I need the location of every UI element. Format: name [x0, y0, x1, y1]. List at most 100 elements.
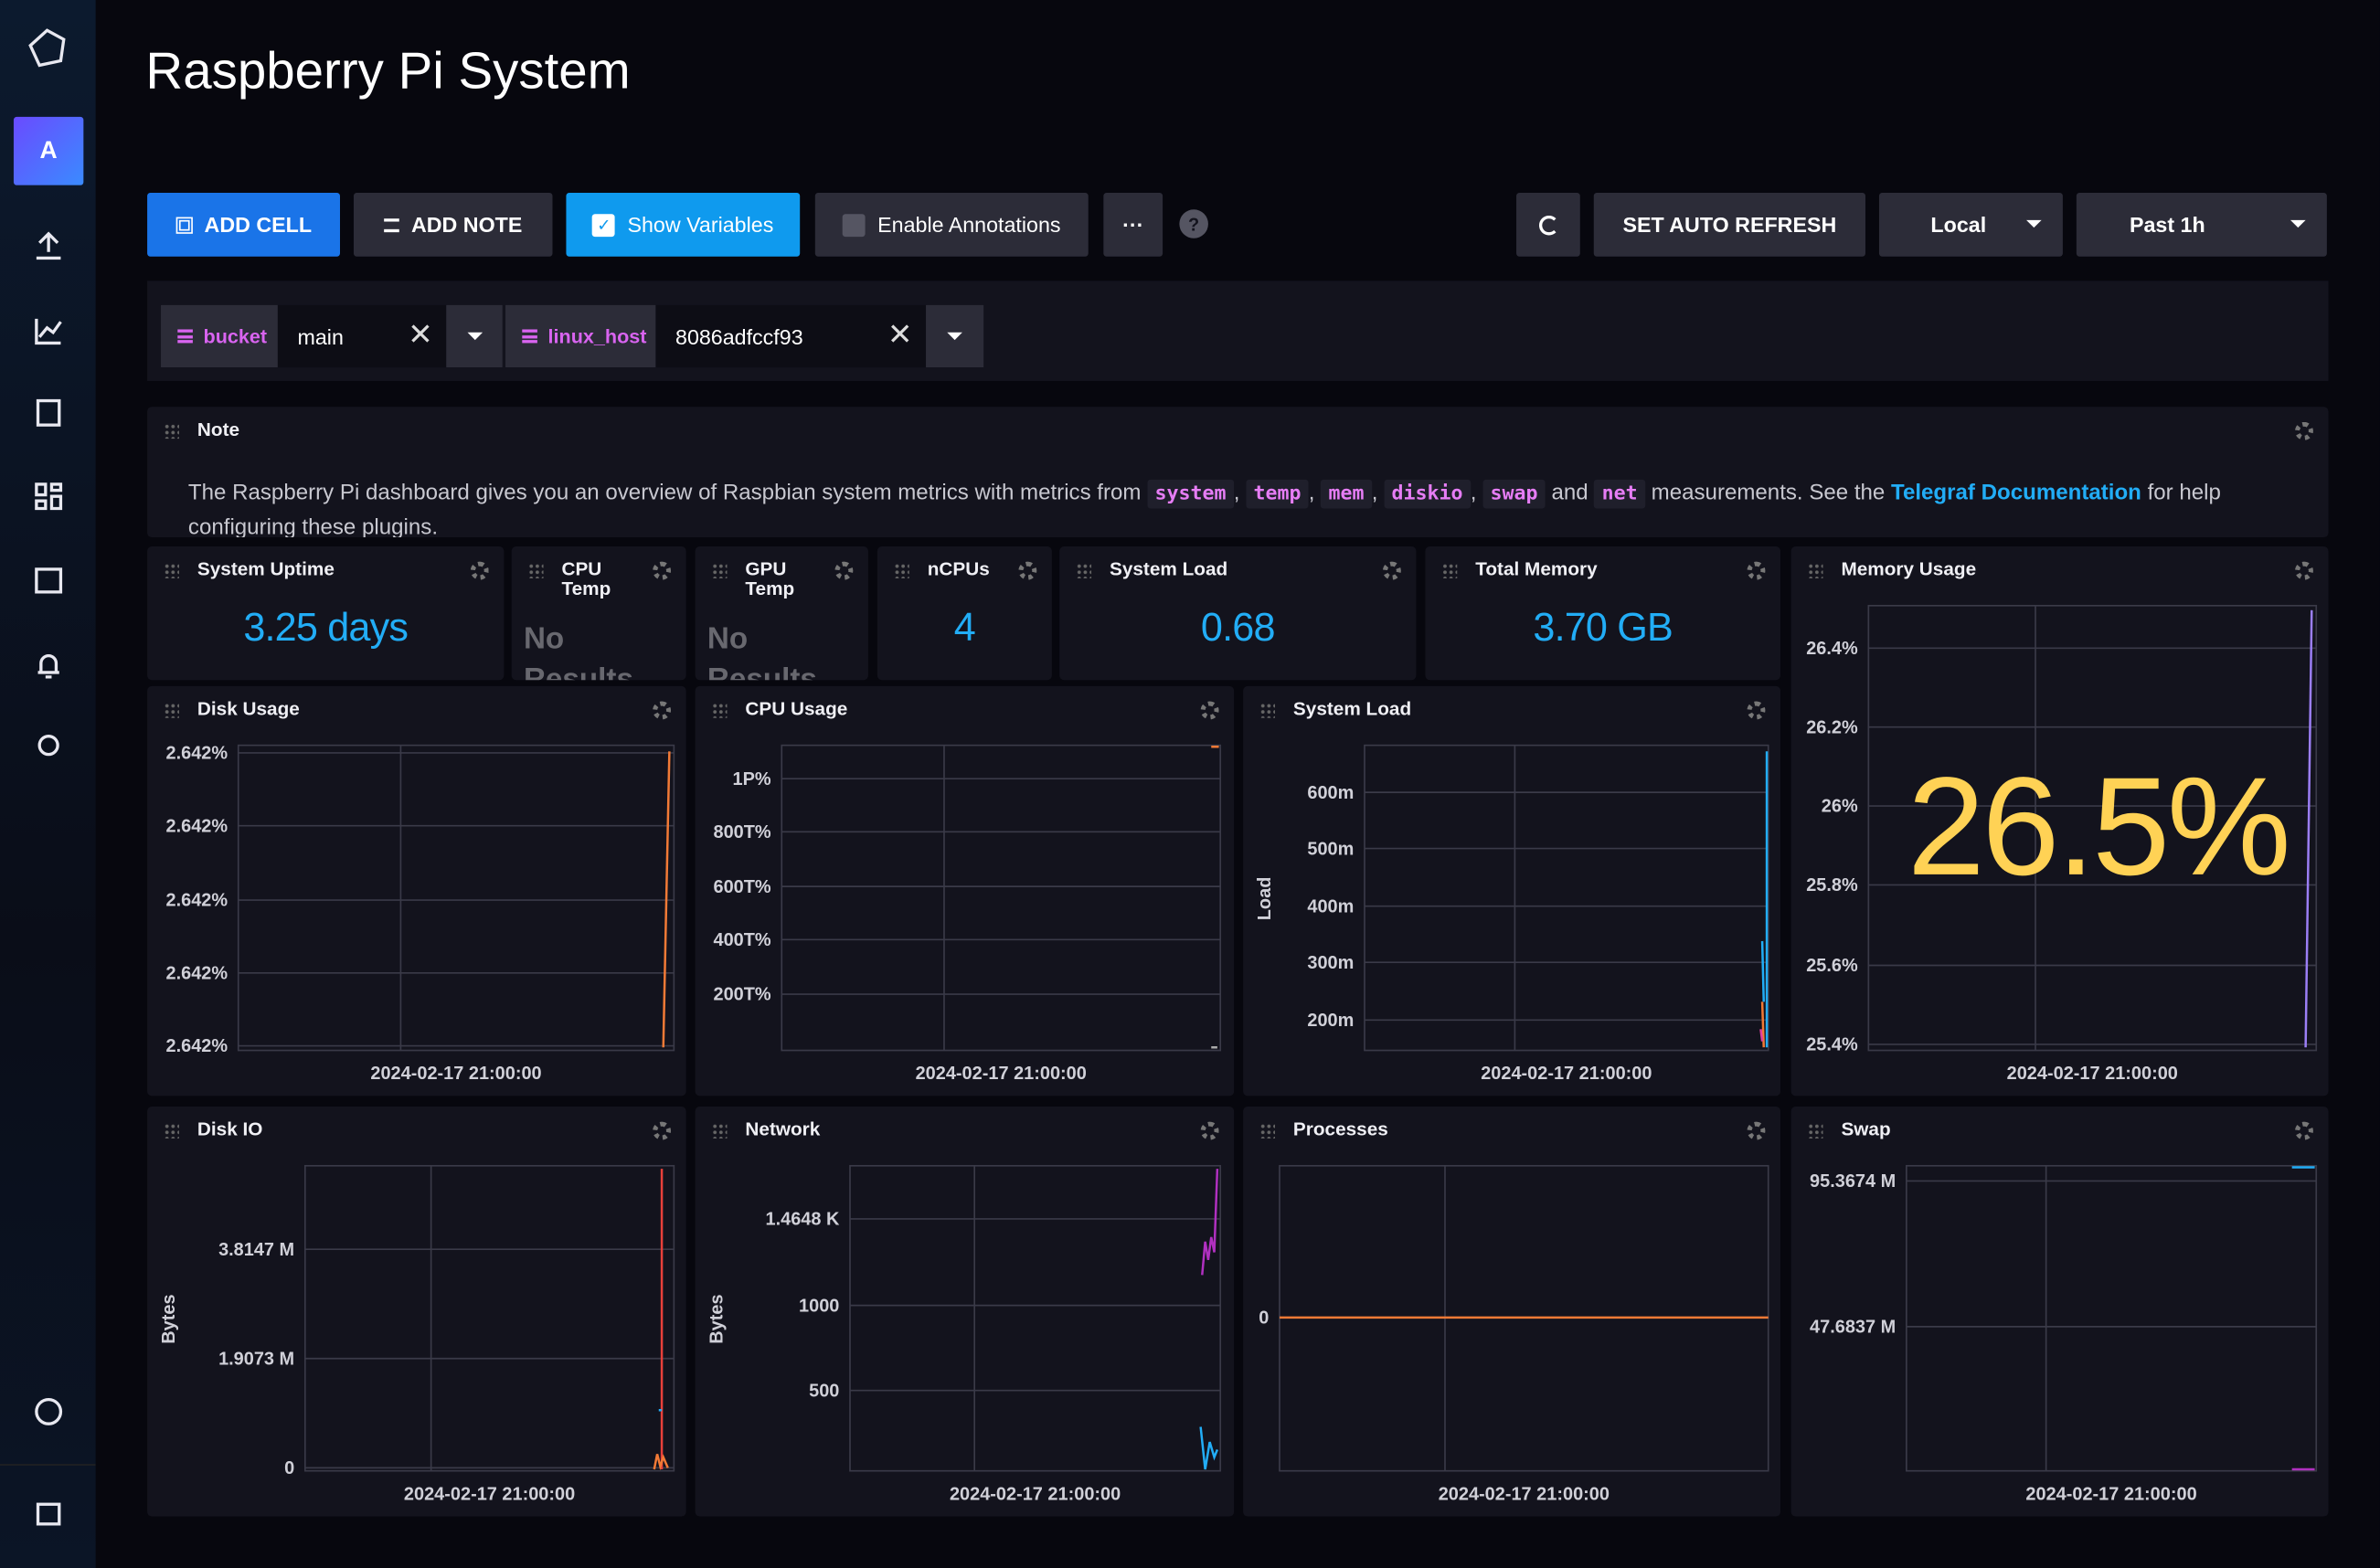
drag-handle — [1259, 703, 1275, 718]
y-tick-label: 2.642% — [165, 1034, 228, 1057]
y-axis-label: Bytes — [706, 1293, 728, 1343]
cell-settings[interactable] — [2294, 1121, 2313, 1140]
y-tick-label: 300m — [1307, 951, 1355, 973]
cell-settings[interactable] — [1018, 561, 1037, 580]
button-label: Local — [1930, 212, 1987, 238]
measurement-code: swap — [1482, 479, 1546, 509]
plot — [1867, 604, 2318, 1052]
drag-handle — [711, 703, 728, 718]
cell-title: Processes — [1292, 1118, 1388, 1140]
y-tick-label: 1000 — [799, 1294, 840, 1317]
x-tick-label: 2024-02-17 21:00:00 — [1481, 1062, 1652, 1085]
x-tick-label: 2024-02-17 21:00:00 — [1438, 1482, 1610, 1505]
checkbox[interactable]: ✓ — [592, 213, 616, 237]
x-tick-label: 2024-02-17 21:00:00 — [949, 1482, 1121, 1505]
variable-dropdown[interactable] — [926, 304, 984, 368]
toolbar-button[interactable]: ··· — [1103, 192, 1163, 257]
org-avatar[interactable]: A — [13, 116, 84, 185]
variable-handle — [177, 329, 193, 344]
cell-title: Note — [197, 418, 240, 440]
cell-settings[interactable] — [1200, 1121, 1219, 1140]
cell-title: Disk Usage — [197, 698, 300, 720]
button-label: ADD NOTE — [410, 212, 523, 238]
stat-cell: nCPUs 4 — [877, 546, 1052, 681]
cell-settings[interactable] — [470, 561, 489, 580]
note-cell: Note The Raspberry Pi dashboard gives you… — [147, 407, 2329, 538]
y-tick-label: 400m — [1307, 895, 1355, 917]
measurement-code: mem — [1321, 479, 1372, 509]
cell-settings[interactable] — [653, 701, 672, 720]
drag-handle — [711, 563, 728, 578]
variable-value[interactable]: 8086adfccf93 — [655, 304, 927, 368]
alerts-icon[interactable] — [37, 654, 59, 679]
dashboards-icon[interactable] — [35, 482, 63, 511]
drag-handle — [1807, 1123, 1823, 1139]
explore-icon[interactable] — [35, 318, 62, 345]
series-line — [1199, 1426, 1219, 1470]
variable-dropdown[interactable] — [446, 304, 503, 368]
cell-settings[interactable] — [1747, 561, 1766, 580]
sidebar: A — [0, 0, 96, 1568]
note-text-part: The Raspberry Pi dashboard gives you an … — [187, 481, 1142, 506]
y-tick-label: 26.4% — [1806, 637, 1858, 659]
stat-cell: CPU Temp No Results — [511, 546, 686, 681]
cell-settings[interactable] — [1200, 701, 1219, 720]
x-tick-label: 2024-02-17 21:00:00 — [370, 1062, 542, 1085]
cell-settings[interactable] — [1382, 561, 1401, 580]
upload-icon[interactable] — [36, 231, 61, 260]
cell-settings[interactable] — [653, 561, 672, 580]
y-tick-label: 500m — [1307, 837, 1355, 860]
cell-title: Memory Usage — [1841, 558, 1977, 580]
help-button[interactable]: ? — [1179, 209, 1208, 238]
y-tick-label: 0 — [1259, 1307, 1270, 1329]
graph-cell: Network 1.4648 K 1000 500 2024-02-17 21:00:0… — [695, 1107, 1235, 1517]
cell-settings[interactable] — [1747, 701, 1766, 720]
drag-handle — [164, 423, 179, 440]
books-icon[interactable] — [36, 398, 61, 427]
x-tick-label: 2024-02-17 21:00:00 — [2006, 1062, 2178, 1085]
clear-button[interactable]: ✕ — [887, 318, 913, 353]
y-tick-label: 200T% — [713, 983, 771, 1005]
toolbar-button[interactable]: ✓ Show Variables — [566, 192, 801, 257]
plot — [237, 744, 675, 1052]
drag-handle — [894, 563, 909, 578]
toolbar-button[interactable]: ADD NOTE — [353, 192, 553, 257]
plot — [1364, 744, 1769, 1052]
checkbox[interactable] — [842, 213, 866, 237]
collapse-icon[interactable] — [36, 1502, 61, 1526]
tasks-icon[interactable] — [35, 567, 63, 594]
docs-link[interactable]: Telegraf Documentation — [1891, 481, 2141, 506]
variable-handle — [522, 335, 537, 339]
clear-button[interactable]: ✕ — [408, 318, 433, 353]
refresh-button[interactable] — [1516, 192, 1580, 257]
note-text-part: and — [1551, 481, 1588, 506]
toolbar-button[interactable]: Enable Annotations — [814, 192, 1089, 257]
stat-cell: Total Memory 3.70 GB — [1425, 546, 1781, 681]
toolbar-button[interactable]: ADD CELL — [147, 192, 340, 257]
settings-icon[interactable] — [37, 735, 59, 757]
button-label: Show Variables — [627, 212, 774, 238]
button-label: SET AUTO REFRESH — [1622, 212, 1837, 238]
cell-settings[interactable] — [1747, 1121, 1766, 1140]
variable-name[interactable]: linux_host — [505, 304, 656, 368]
cell-settings[interactable] — [834, 561, 854, 580]
plot-frame — [1364, 744, 1769, 1052]
y-tick-label: 3.8147 M — [218, 1238, 295, 1260]
toolbar-button[interactable]: SET AUTO REFRESH — [1593, 192, 1866, 257]
toolbar-button[interactable]: Past 1h — [2076, 192, 2327, 257]
no-results: No Results — [707, 622, 817, 681]
variable-handle — [177, 335, 193, 339]
cell-settings[interactable] — [2294, 561, 2313, 580]
note-icon — [384, 217, 399, 232]
graph-cell: CPU Usage 1P% 800T% 600T% 400T% 200T% 2024-02-… — [695, 685, 1235, 1097]
plot — [1906, 1164, 2318, 1472]
logo — [28, 28, 66, 68]
help-icon[interactable] — [35, 1397, 63, 1425]
plot-frame — [781, 744, 1222, 1052]
variable-value[interactable]: main — [277, 304, 447, 368]
y-tick-label: 400T% — [713, 928, 771, 950]
cell-settings[interactable] — [653, 1121, 672, 1140]
toolbar-button[interactable]: Local — [1878, 192, 2063, 257]
cell-settings[interactable] — [2294, 421, 2313, 440]
y-tick-label: 1.9073 M — [218, 1348, 295, 1370]
